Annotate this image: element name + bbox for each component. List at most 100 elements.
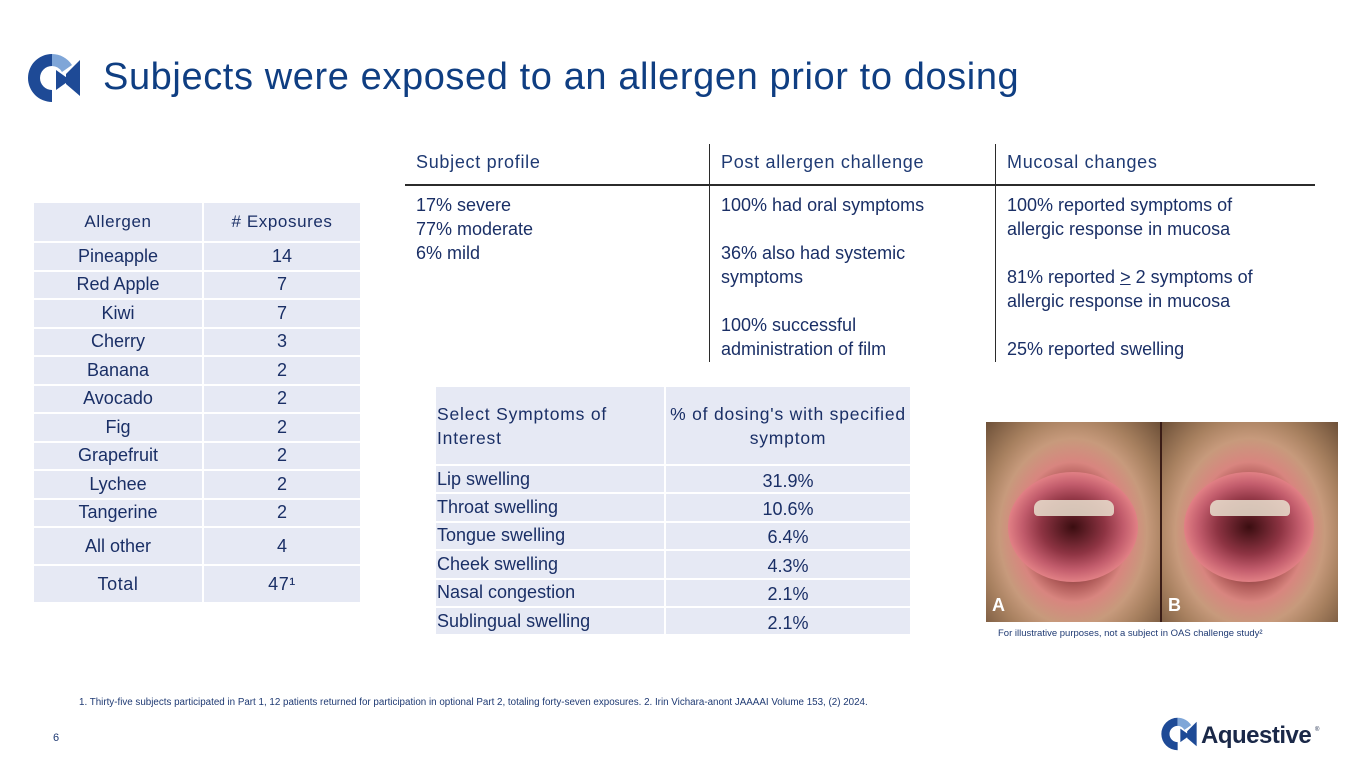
aquestive-brand-logo: Aquestive ® xyxy=(1160,714,1325,754)
challenge-line xyxy=(721,217,924,241)
symptom-cell: Tongue swelling xyxy=(434,520,666,552)
profile-line: 77% moderate xyxy=(416,219,534,239)
post-challenge-header: Post allergen challenge xyxy=(721,152,925,172)
table-row: Lip swelling 31.9% xyxy=(434,463,912,495)
teeth-illustration xyxy=(1034,500,1114,516)
exposures-cell: 2 xyxy=(202,469,362,500)
photo-label-b: B xyxy=(1168,595,1181,615)
mucosal-line: 100% reported symptoms of xyxy=(1007,195,1233,215)
footnote: 1. Thirty-five subjects participated in … xyxy=(79,697,868,708)
exposures-cell: 2 xyxy=(202,383,362,414)
mucosal-changes-body: 100% reported symptoms of allergic respo… xyxy=(1007,193,1253,361)
percent-cell: 2.1% xyxy=(664,577,912,608)
allergen-cell: Grapefruit xyxy=(32,440,204,471)
subject-profile-header: Subject profile xyxy=(416,152,541,172)
allergen-cell: Banana xyxy=(32,355,204,386)
mucosal-text: 81% reported xyxy=(1007,267,1121,287)
exposures-cell: 3 xyxy=(202,326,362,357)
header-divider xyxy=(405,184,1315,186)
challenge-line: 100% successful xyxy=(721,315,857,335)
table-row: Banana 2 xyxy=(32,355,362,386)
table-row: Lychee 2 xyxy=(32,469,362,500)
percent-cell: 31.9% xyxy=(664,463,912,495)
page-title: Subjects were exposed to an allergen pri… xyxy=(103,56,1020,98)
mucosal-changes-header: Mucosal changes xyxy=(1007,152,1158,172)
allergen-cell: Fig xyxy=(32,412,204,443)
challenge-line: 100% had oral symptoms xyxy=(721,195,925,215)
table-row: Cherry 3 xyxy=(32,326,362,357)
mucosal-spacer xyxy=(1007,313,1253,337)
exposures-cell: 7 xyxy=(202,269,362,300)
table-row: Tangerine 2 xyxy=(32,497,362,528)
photo-label-a: A xyxy=(992,595,1005,615)
table-row: Pineapple 14 xyxy=(32,241,362,272)
table-row: Nasal congestion 2.1% xyxy=(434,577,912,608)
table-row: Kiwi 7 xyxy=(32,298,362,329)
mucosal-changes-column: Mucosal changes 100% reported symptoms o… xyxy=(995,144,1315,362)
challenge-line: symptoms xyxy=(721,267,804,287)
post-challenge-column: Post allergen challenge 100% had oral sy… xyxy=(709,144,995,362)
mucosal-spacer xyxy=(1007,241,1253,265)
table-row: All other 4 xyxy=(32,526,362,566)
subject-profile-table: Subject profile 17% severe 77% moderate … xyxy=(405,144,1315,362)
mucosal-line: allergic response in mucosa xyxy=(1007,291,1231,311)
allergen-header-row: Allergen # Exposures xyxy=(32,201,362,243)
aquestive-logo-mark-icon xyxy=(1161,717,1197,751)
total-label-cell: Total xyxy=(32,564,204,604)
mouth-photo: A B xyxy=(986,422,1338,622)
symptoms-header-row: Select Symptoms of Interest % of dosing'… xyxy=(434,385,912,466)
percent-header: % of dosing's with specified symptom xyxy=(664,385,912,466)
exposures-cell: 2 xyxy=(202,497,362,528)
post-challenge-body: 100% had oral symptoms 36% also had syst… xyxy=(721,193,924,361)
exposures-cell: 7 xyxy=(202,298,362,329)
challenge-line: 36% also had systemic xyxy=(721,243,906,263)
allergen-cell: All other xyxy=(32,526,204,566)
greater-equal-symbol: > xyxy=(1120,267,1131,287)
brand-wordmark: Aquestive xyxy=(1201,722,1312,749)
symptom-cell: Cheek swelling xyxy=(434,549,666,580)
table-row: Cheek swelling 4.3% xyxy=(434,549,912,580)
mucosal-line: allergic response in mucosa xyxy=(1007,219,1231,239)
allergen-cell: Lychee xyxy=(32,469,204,500)
symptom-header: Select Symptoms of Interest xyxy=(434,385,666,466)
mucosal-line: 25% reported swelling xyxy=(1007,339,1185,359)
registered-mark: ® xyxy=(1315,727,1320,733)
mucosal-text: 2 symptoms of xyxy=(1130,267,1253,287)
symptoms-table: Select Symptoms of Interest % of dosing'… xyxy=(434,385,912,637)
allergen-table: Allergen # Exposures Pineapple 14 Red App… xyxy=(32,201,362,604)
exposures-cell: 2 xyxy=(202,440,362,471)
table-row: Fig 2 xyxy=(32,412,362,443)
percent-cell: 2.1% xyxy=(664,605,912,637)
subject-profile-body: 17% severe 77% moderate 6% mild xyxy=(416,193,533,265)
table-row: Red Apple 7 xyxy=(32,269,362,300)
allergen-cell: Kiwi xyxy=(32,298,204,329)
table-row: Throat swelling 10.6% xyxy=(434,492,912,523)
symptom-cell: Sublingual swelling xyxy=(434,605,666,637)
teeth-illustration xyxy=(1210,500,1290,516)
symptom-cell: Nasal congestion xyxy=(434,577,666,608)
mouth-illustration xyxy=(1184,472,1314,582)
percent-cell: 10.6% xyxy=(664,492,912,523)
table-row: Avocado 2 xyxy=(32,383,362,414)
table-row: Tongue swelling 6.4% xyxy=(434,520,912,552)
exposures-header: # Exposures xyxy=(202,201,362,243)
photo-caption: For illustrative purposes, not a subject… xyxy=(998,628,1263,639)
profile-line: 6% mild xyxy=(416,243,481,263)
allergen-cell: Tangerine xyxy=(32,497,204,528)
page-number: 6 xyxy=(53,732,60,744)
symptom-cell: Throat swelling xyxy=(434,492,666,523)
challenge-line: administration of film xyxy=(721,339,887,359)
exposures-cell: 4 xyxy=(202,526,362,566)
exposures-cell: 2 xyxy=(202,355,362,386)
exposures-cell: 2 xyxy=(202,412,362,443)
photo-panel-b: B xyxy=(1162,422,1338,622)
challenge-line xyxy=(721,289,924,313)
profile-line: 17% severe xyxy=(416,195,512,215)
photo-panel-a: A xyxy=(986,422,1160,622)
total-value-cell: 47¹ xyxy=(202,564,362,604)
allergen-cell: Cherry xyxy=(32,326,204,357)
allergen-cell: Pineapple xyxy=(32,241,204,272)
allergen-header: Allergen xyxy=(32,201,204,243)
total-row: Total 47¹ xyxy=(32,564,362,604)
percent-cell: 4.3% xyxy=(664,549,912,580)
